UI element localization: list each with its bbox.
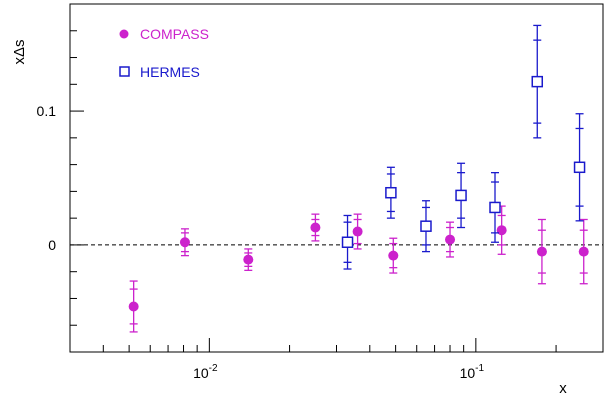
square-marker <box>489 201 501 214</box>
hermes-point <box>420 200 432 253</box>
legend-entry: COMPASS <box>119 26 209 42</box>
circle-marker <box>445 234 456 245</box>
plot-frame <box>69 3 604 353</box>
hermes-point <box>531 24 544 139</box>
legend-label: COMPASS <box>140 26 209 42</box>
hermes-point <box>489 171 501 243</box>
compass-point <box>310 213 321 242</box>
hermes-point <box>385 166 397 219</box>
square-marker <box>531 75 544 88</box>
compass-point <box>578 218 589 285</box>
y-axis-label: xΔs <box>11 39 28 64</box>
x-axis-label: x <box>559 380 567 397</box>
compass-point <box>179 228 190 257</box>
circle-marker <box>578 246 589 257</box>
compass-point <box>388 237 399 274</box>
square-marker <box>573 161 586 174</box>
legend-entry: HERMES <box>119 64 200 80</box>
circle-marker <box>352 226 363 237</box>
circle-marker <box>179 237 190 248</box>
hermes-point <box>573 113 586 222</box>
square-marker <box>455 189 467 202</box>
circle-marker <box>243 254 254 265</box>
legend-square-icon <box>119 66 130 77</box>
compass-point <box>536 218 547 285</box>
square-marker <box>341 236 354 248</box>
circle-marker <box>128 301 139 312</box>
legend-label: HERMES <box>140 64 200 80</box>
compass-point <box>445 221 456 258</box>
hermes-point <box>341 214 354 270</box>
circle-marker <box>310 222 321 233</box>
circle-marker <box>388 250 399 261</box>
y-tick-label: 0.1 <box>37 103 57 119</box>
square-marker <box>420 220 432 232</box>
compass-point <box>128 280 139 333</box>
compass-point <box>243 248 254 272</box>
x-tick-label: 10-2 <box>193 363 218 381</box>
compass-point <box>352 213 363 250</box>
circle-marker <box>536 246 547 257</box>
y-tick-label: 0 <box>48 237 56 253</box>
circle-marker <box>496 225 507 236</box>
square-marker <box>385 186 397 199</box>
hermes-point <box>455 162 467 229</box>
compass-point <box>496 205 507 255</box>
legend-circle-icon <box>119 29 129 39</box>
x-tick-label: 10-1 <box>460 363 485 381</box>
